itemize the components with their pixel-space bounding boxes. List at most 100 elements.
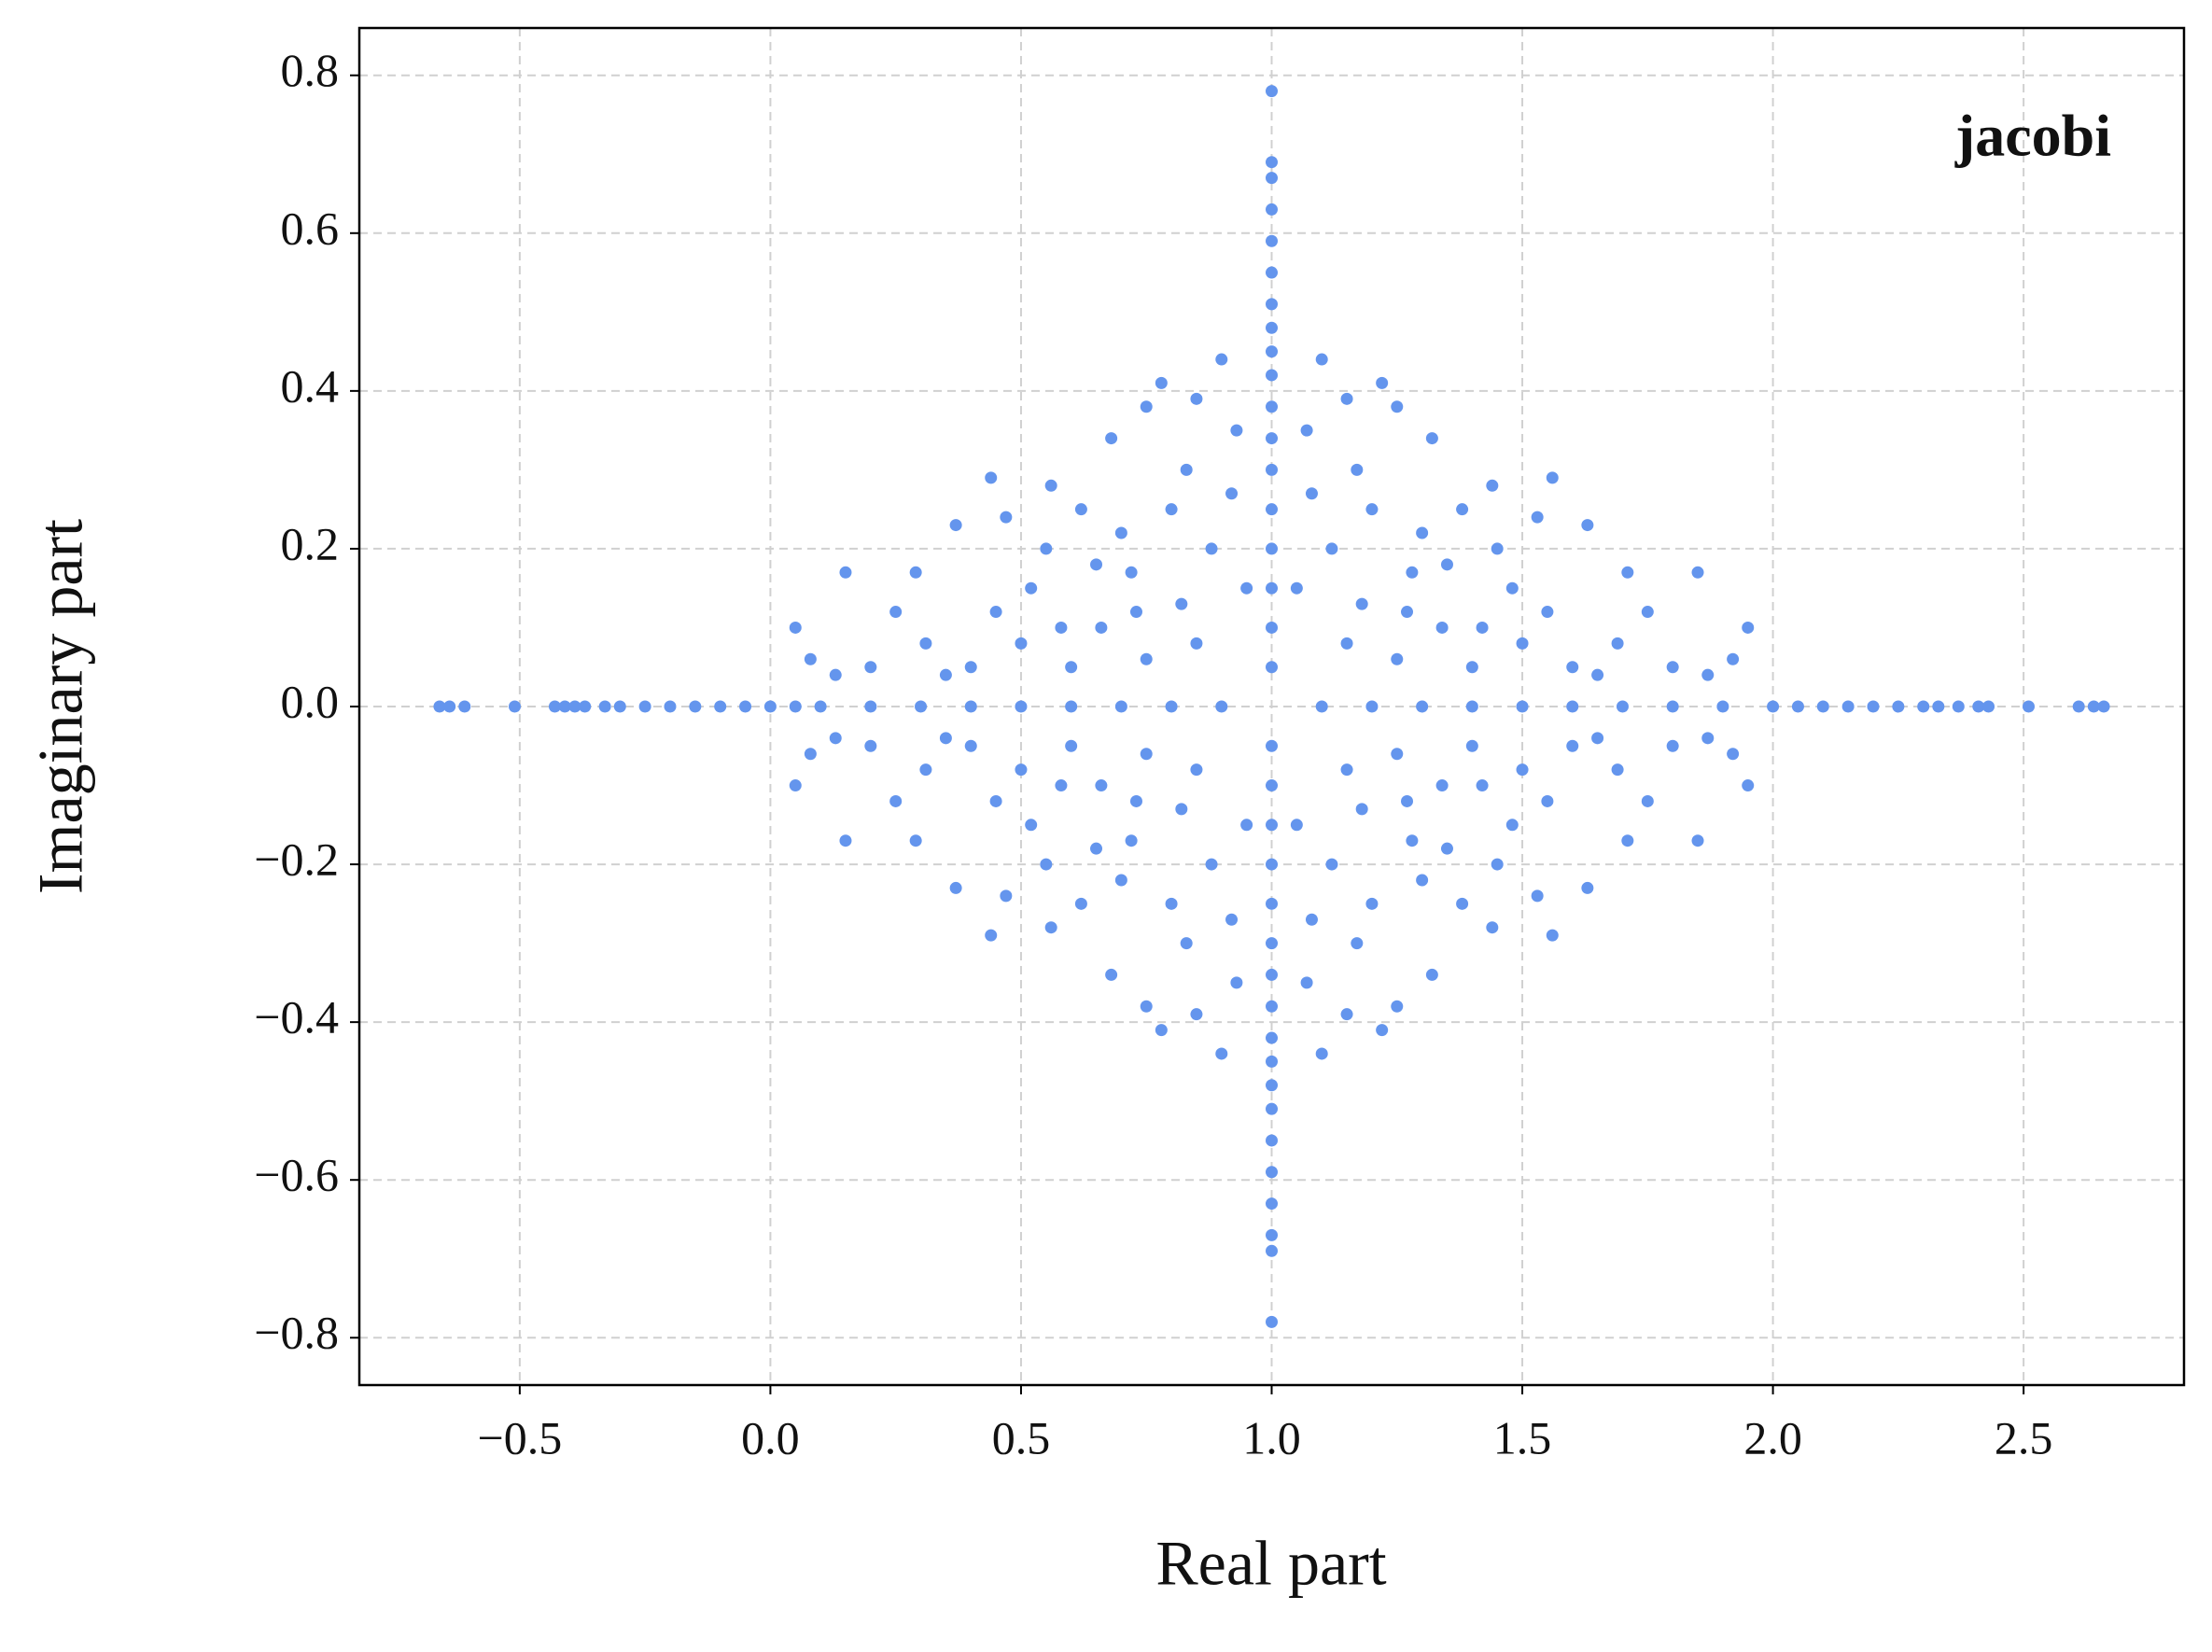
point (1376, 376, 1389, 389)
point (1456, 503, 1469, 516)
point (1391, 652, 1404, 665)
point (1266, 1000, 1278, 1013)
point (1230, 424, 1243, 437)
point (1266, 621, 1278, 634)
point (1691, 834, 1704, 847)
point (1266, 266, 1278, 279)
point (1476, 779, 1489, 792)
x-tick-label: 2.0 (1743, 1411, 1802, 1463)
point (1190, 392, 1203, 405)
point (864, 700, 877, 713)
point (829, 732, 842, 745)
point (1266, 503, 1278, 516)
y-tick-label: 0.0 (281, 675, 340, 727)
point (814, 700, 827, 713)
point (1566, 739, 1579, 752)
point (1025, 581, 1038, 595)
point (1611, 637, 1624, 650)
point (548, 700, 561, 713)
point (1435, 779, 1449, 792)
point (1125, 566, 1138, 579)
point (689, 700, 702, 713)
point (1266, 172, 1278, 185)
y-tick-label: 0.6 (281, 202, 340, 254)
point (1355, 803, 1368, 816)
point (1486, 479, 1499, 492)
point (1391, 400, 1404, 413)
point (1266, 1228, 1278, 1241)
point (1516, 637, 1529, 650)
point (1666, 739, 1679, 752)
point (919, 637, 932, 650)
point (1095, 779, 1108, 792)
point (1266, 937, 1278, 950)
point (1025, 819, 1038, 832)
point (1425, 968, 1438, 981)
point (1266, 432, 1278, 445)
point (1932, 700, 1945, 713)
point (1015, 700, 1028, 713)
point (1240, 819, 1253, 832)
point (1065, 661, 1078, 674)
point (789, 621, 802, 634)
x-tick-label: 1.5 (1493, 1411, 1552, 1463)
point (1476, 621, 1489, 634)
point (1742, 621, 1755, 634)
x-tick-label: 1.0 (1242, 1411, 1301, 1463)
y-tick-label: −0.8 (254, 1307, 339, 1359)
point (1180, 463, 1193, 476)
point (1065, 700, 1078, 713)
point (1727, 652, 1740, 665)
point (1266, 203, 1278, 216)
point (1701, 732, 1715, 745)
point (1129, 794, 1142, 807)
point (1406, 834, 1419, 847)
point (664, 700, 677, 713)
point (1205, 542, 1218, 555)
point (1716, 700, 1729, 713)
point (889, 606, 903, 619)
y-tick-label: 0.4 (281, 359, 340, 412)
point (1190, 637, 1203, 650)
point (613, 700, 626, 713)
point (1114, 700, 1127, 713)
point (1325, 542, 1338, 555)
point (1266, 463, 1278, 476)
point (1266, 1134, 1278, 1147)
point (2097, 700, 2110, 713)
point (1531, 511, 1544, 524)
x-axis-label: Real part (1155, 1528, 1386, 1599)
point (1266, 85, 1278, 98)
point (1742, 779, 1755, 792)
point (1641, 606, 1654, 619)
point (1300, 976, 1313, 989)
point (889, 794, 903, 807)
y-axis-label: Imaginary part (25, 519, 96, 894)
point (1230, 976, 1243, 989)
point (1666, 700, 1679, 713)
point (964, 739, 977, 752)
point (789, 779, 802, 792)
point (1440, 558, 1453, 571)
point (1140, 1000, 1153, 1013)
point (864, 739, 877, 752)
point (1266, 369, 1278, 382)
y-tick-label: 0.2 (281, 517, 340, 569)
point (2023, 700, 2036, 713)
point (1351, 463, 1364, 476)
point (985, 929, 998, 942)
point (1290, 581, 1303, 595)
point (1015, 763, 1028, 777)
point (1516, 700, 1529, 713)
point (1055, 621, 1068, 634)
point (1266, 1031, 1278, 1044)
point (579, 700, 592, 713)
point (939, 668, 952, 681)
point (1917, 700, 1930, 713)
point (1155, 1024, 1168, 1037)
point (1266, 234, 1278, 247)
point (1000, 889, 1013, 903)
point (1015, 637, 1028, 650)
point (1215, 1047, 1228, 1060)
